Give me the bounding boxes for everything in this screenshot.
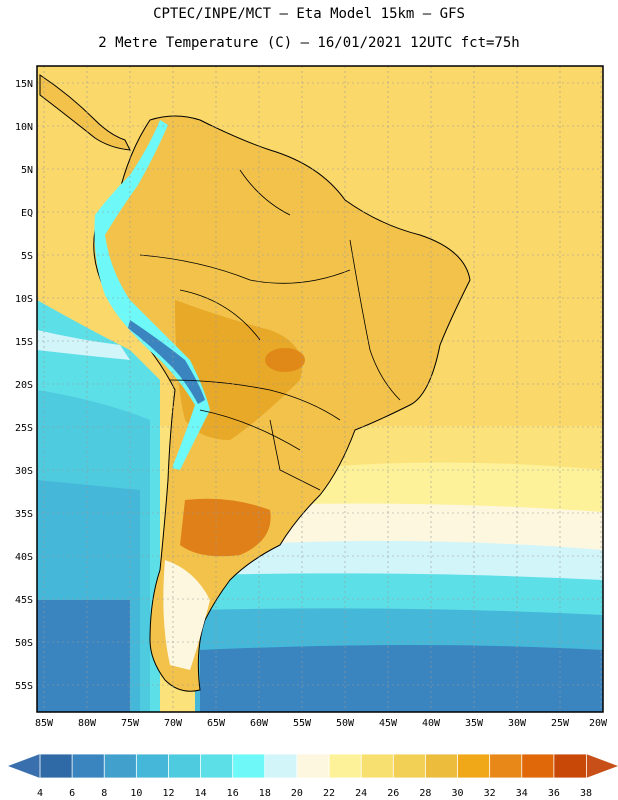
colorbar-label: 28 xyxy=(419,788,431,799)
map-panel xyxy=(36,65,604,713)
lat-label: 5S xyxy=(21,251,33,262)
lon-label: 30W xyxy=(508,718,527,729)
country-borders xyxy=(139,169,401,491)
colorbar-swatch xyxy=(103,753,138,779)
border-line xyxy=(179,289,261,341)
lon-label: 45W xyxy=(379,718,398,729)
colorbar-swatch xyxy=(521,753,555,779)
colorbar-swatch xyxy=(296,753,330,779)
lat-label: 45S xyxy=(15,595,33,606)
lat-label: 25S xyxy=(15,423,33,434)
colorbar-low-arrow xyxy=(8,754,40,778)
map-title: CPTEC/INPE/MCT – Eta Model 15km – GFS xyxy=(153,6,465,22)
lat-label: 30S xyxy=(15,466,33,477)
latitude-axis: 15N 10N 5N EQ 5S 10S 15S 20S 25S 30S 35S… xyxy=(15,79,33,692)
colorbar-label: 26 xyxy=(387,788,399,799)
border-line xyxy=(349,239,401,401)
colorbar-label: 14 xyxy=(195,788,207,799)
colorbar-swatch xyxy=(489,753,523,779)
colorbar-swatch xyxy=(425,753,459,779)
lon-label: 80W xyxy=(78,718,97,729)
border-line xyxy=(239,169,291,216)
pacific-band-6 xyxy=(37,600,130,712)
colorbar-swatch xyxy=(232,753,266,779)
lat-label: EQ xyxy=(21,208,33,219)
colorbar-swatch xyxy=(135,753,170,779)
lat-label: 15N xyxy=(15,79,33,90)
lat-label: 20S xyxy=(15,380,33,391)
lat-label: 35S xyxy=(15,509,33,520)
lat-label: 50S xyxy=(15,638,33,649)
lat-label: 15S xyxy=(15,337,33,348)
colorbar-swatch xyxy=(200,753,234,779)
colorbar-swatch xyxy=(328,753,363,779)
colorbar-label: 32 xyxy=(484,788,496,799)
colorbar-high-arrow xyxy=(586,754,618,778)
colorbar-label: 18 xyxy=(259,788,271,799)
lat-label: 40S xyxy=(15,552,33,563)
colorbar-swatch xyxy=(553,753,587,779)
colorbar-swatch xyxy=(392,753,427,779)
central-america-landmass xyxy=(39,74,131,151)
ocean-band-6 xyxy=(200,645,603,712)
colorbar-swatch xyxy=(168,753,202,779)
colorbar-label: 20 xyxy=(291,788,303,799)
colorbar-swatch xyxy=(360,753,395,779)
lat-label: 55S xyxy=(15,681,33,692)
lat-label: 10S xyxy=(15,294,33,305)
lon-label: 20W xyxy=(589,718,608,729)
lon-label: 35W xyxy=(465,718,484,729)
lat-label: 5N xyxy=(21,165,33,176)
pacific-coastal-band xyxy=(37,330,130,360)
border-line xyxy=(169,379,341,421)
hot-region-mato-grosso xyxy=(265,348,305,372)
colorbar-label: 30 xyxy=(452,788,464,799)
colorbar-label: 4 xyxy=(37,788,43,799)
lon-label: 55W xyxy=(293,718,312,729)
lon-label: 65W xyxy=(207,718,226,729)
longitude-axis: 85W 80W 75W 70W 65W 60W 55W 50W 45W 40W … xyxy=(35,718,608,729)
lon-label: 25W xyxy=(551,718,570,729)
border-line xyxy=(269,419,321,491)
colorbar-label: 36 xyxy=(548,788,560,799)
lat-label: 10N xyxy=(15,122,33,133)
colorbar-label: 12 xyxy=(162,788,174,799)
colorbar-label: 10 xyxy=(130,788,142,799)
colorbar-swatch xyxy=(71,753,106,779)
colorbar-swatch xyxy=(264,753,298,779)
lon-label: 40W xyxy=(422,718,441,729)
lon-label: 85W xyxy=(35,718,54,729)
border-line xyxy=(139,254,351,284)
colorbar: 4 6 8 10 12 14 16 18 20 22 24 26 28 30 32 34 36 38 xyxy=(8,753,618,799)
andes-cold-strip xyxy=(94,120,210,470)
colorbar-label: 8 xyxy=(101,788,107,799)
colorbar-swatch xyxy=(39,753,74,779)
lon-label: 50W xyxy=(336,718,355,729)
patagonia-field xyxy=(163,560,210,670)
colorbar-label: 16 xyxy=(227,788,239,799)
map-subtitle: 2 Metre Temperature (C) – 16/01/2021 12U… xyxy=(98,35,520,51)
colorbar-label: 6 xyxy=(69,788,75,799)
colorbar-label: 24 xyxy=(355,788,367,799)
colorbar-label: 22 xyxy=(323,788,335,799)
border-line xyxy=(199,409,301,451)
map-frame xyxy=(36,65,604,713)
colorbar-label: 34 xyxy=(516,788,528,799)
lon-label: 70W xyxy=(164,718,183,729)
lon-label: 75W xyxy=(121,718,140,729)
graticule xyxy=(37,66,603,712)
colorbar-label: 38 xyxy=(580,788,592,799)
lon-label: 60W xyxy=(250,718,269,729)
colorbar-swatch xyxy=(457,753,491,779)
